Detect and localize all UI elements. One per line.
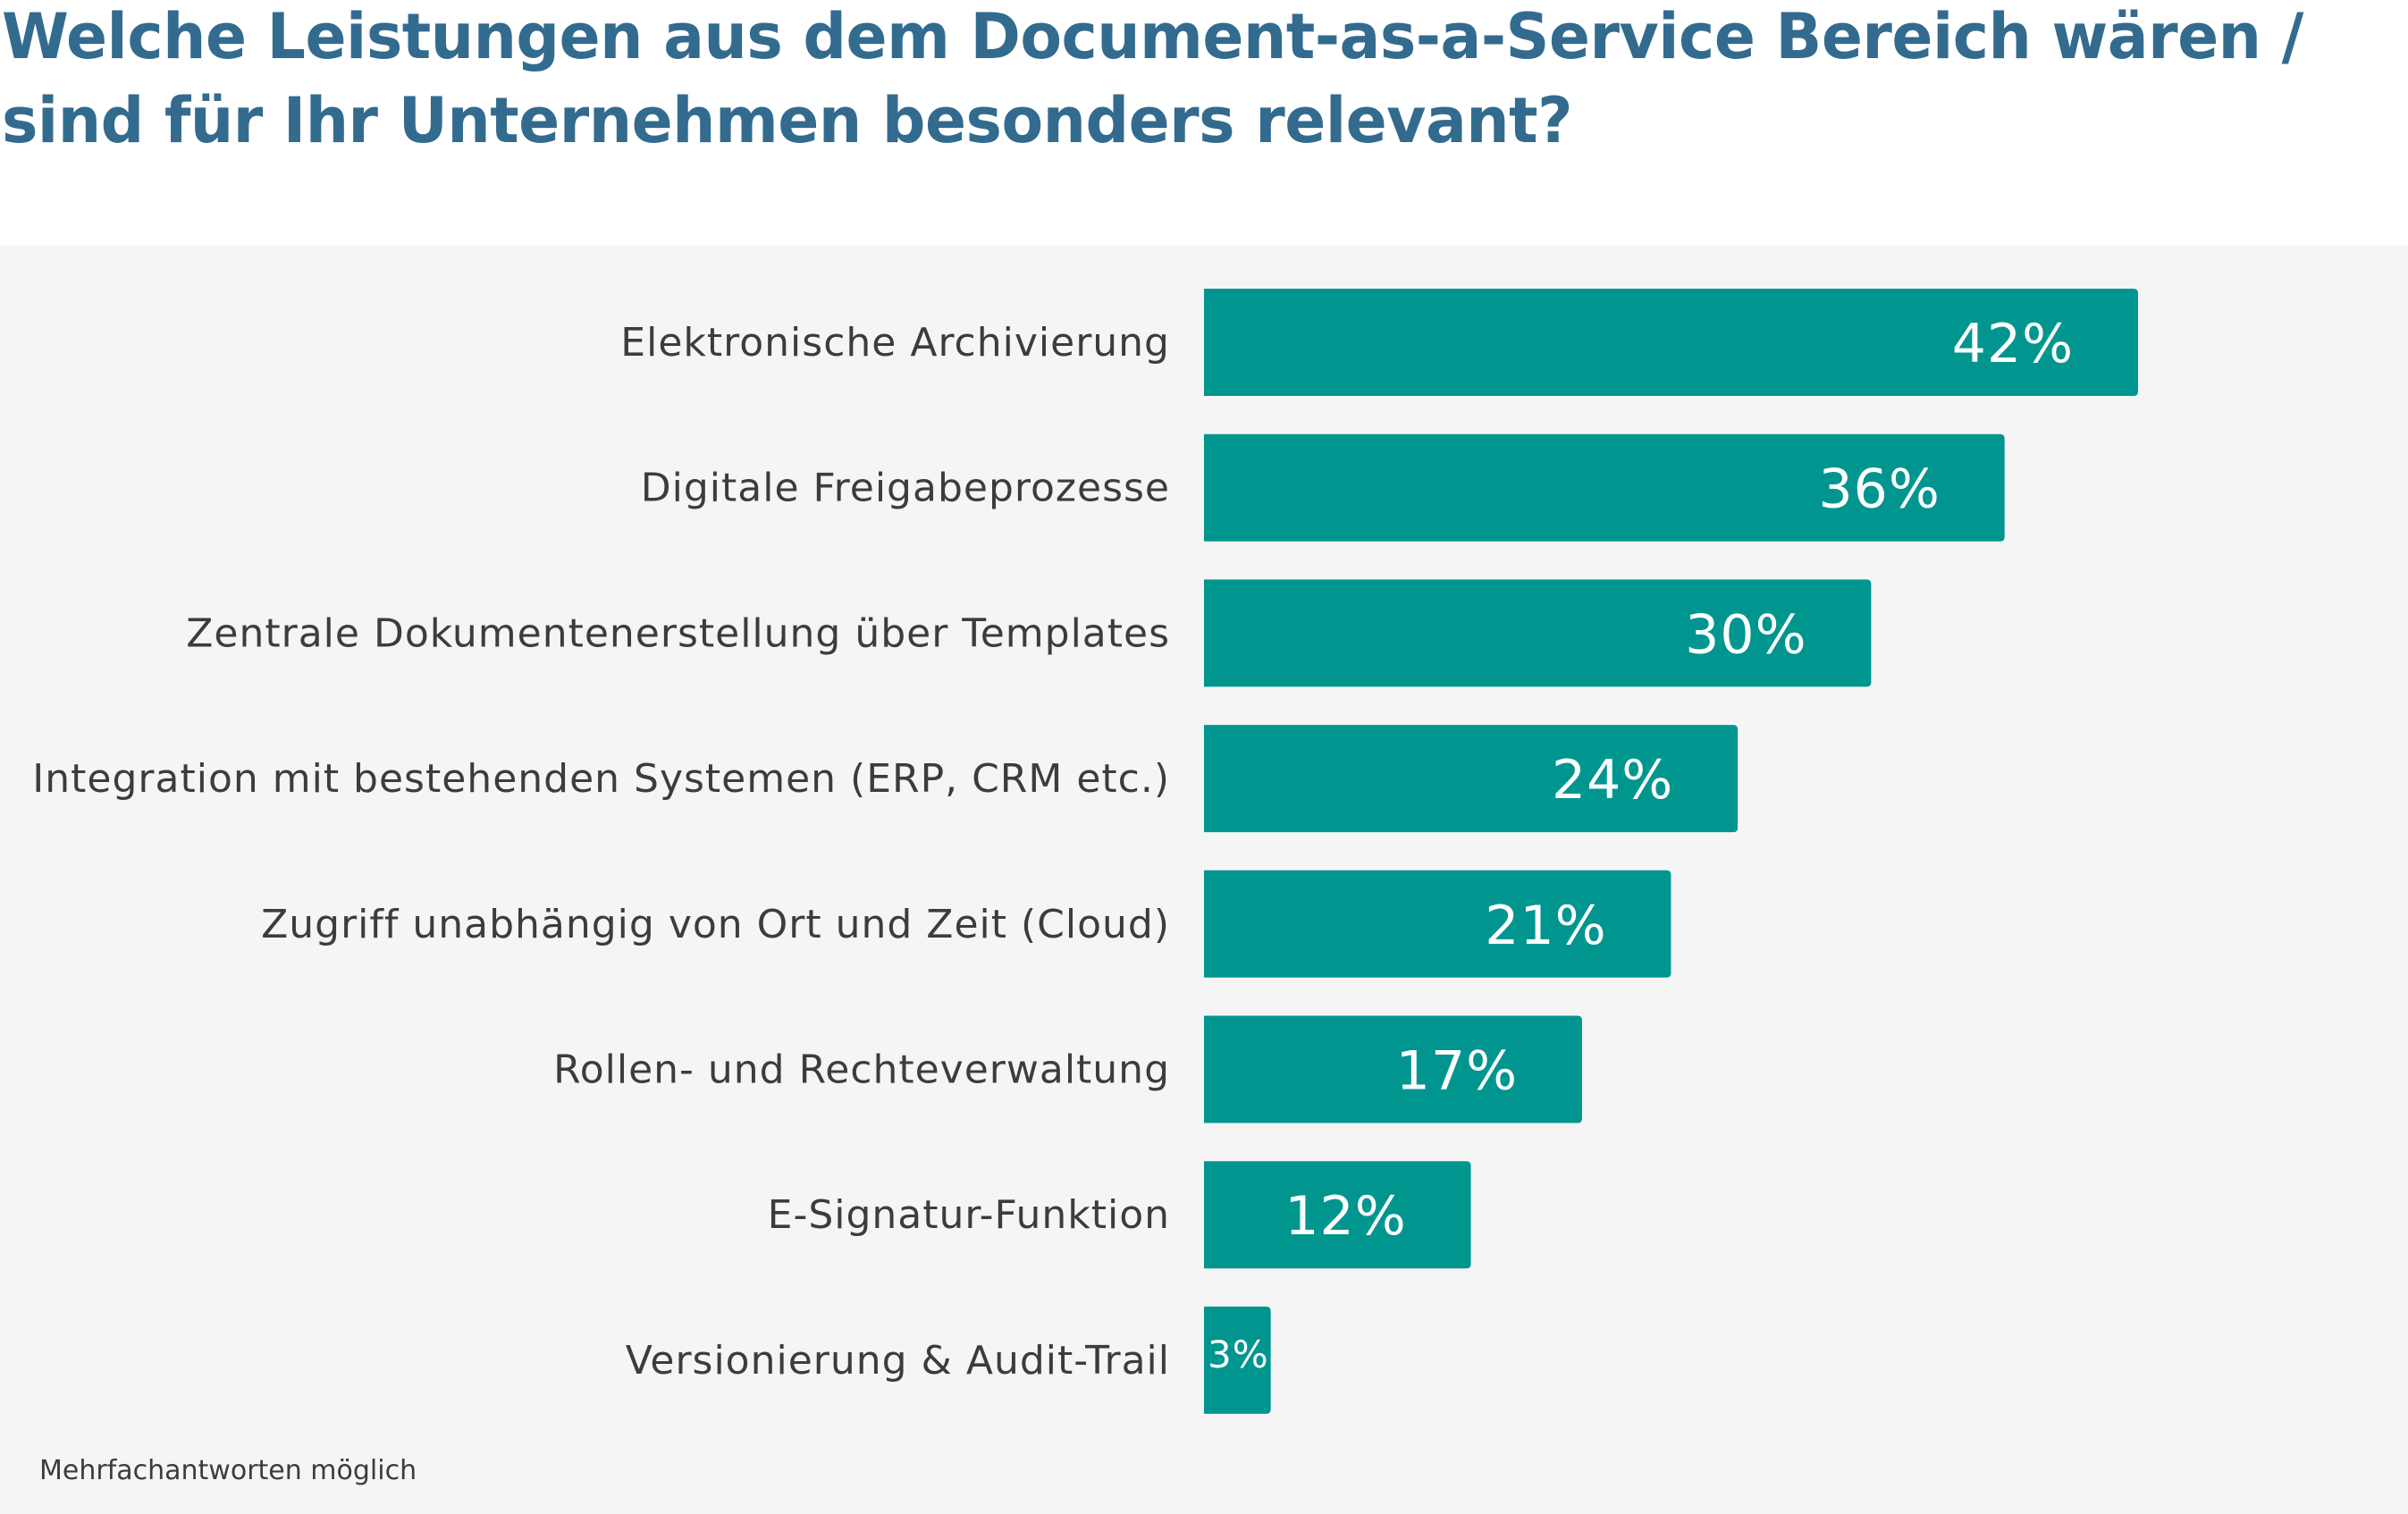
bar-row: Zentrale Dokumentenerstellung über Templ… [186,579,1872,687]
category-label: Integration mit bestehenden Systemen (ER… [32,756,1170,802]
bar-row: Integration mit bestehenden Systemen (ER… [32,725,1739,833]
bar [1204,289,2138,396]
bar [1204,1015,1582,1123]
chart-title: Welche Leistungen aus dem Document-as-a-… [2,0,2334,163]
category-label: Versionierung & Audit-Trail [626,1338,1170,1384]
bar-row: Digitale Freigabeprozesse 36% [641,433,2005,542]
category-label: Zentrale Dokumentenerstellung über Templ… [186,610,1170,656]
bar-row: E-Signatur-Funktion 12% [768,1161,1471,1269]
category-label: Digitale Freigabeprozesse [641,466,1170,511]
bar-row: Rollen- und Rechteverwaltung 17% [553,1015,1582,1123]
value-label: 42% [1952,313,2074,375]
bar-row: Versionierung & Audit-Trail 3% [626,1306,1271,1414]
chart-title-line-2: sind für Ihr Unternehmen besonders relev… [2,84,1573,157]
value-label: 21% [1485,895,1606,957]
bar [1204,1306,1271,1414]
value-label: 24% [1552,749,1673,812]
footnote: Mehrfachantworten möglich [39,1455,417,1486]
value-label: 30% [1685,603,1806,666]
category-label: Elektronische Archivierung [620,320,1170,366]
bar-row: Elektronische Archivierung 42% [620,289,2138,396]
bar [1204,870,1671,978]
bar [1204,579,1872,687]
value-label: 12% [1284,1185,1406,1248]
value-label: 3% [1208,1333,1269,1376]
chart-title-line-1: Welche Leistungen aus dem Document-as-a-… [2,0,2303,73]
bar [1204,1161,1471,1269]
category-label: Rollen- und Rechteverwaltung [553,1047,1170,1093]
bar [1204,725,1739,833]
bar-row: Zugriff unabhängig von Ort und Zeit (Clo… [261,870,1671,978]
value-label: 17% [1396,1040,1518,1103]
value-label: 36% [1819,458,1941,521]
category-label: E-Signatur-Funktion [768,1192,1170,1238]
category-label: Zugriff unabhängig von Ort und Zeit (Clo… [261,902,1170,947]
bar [1204,433,2005,542]
